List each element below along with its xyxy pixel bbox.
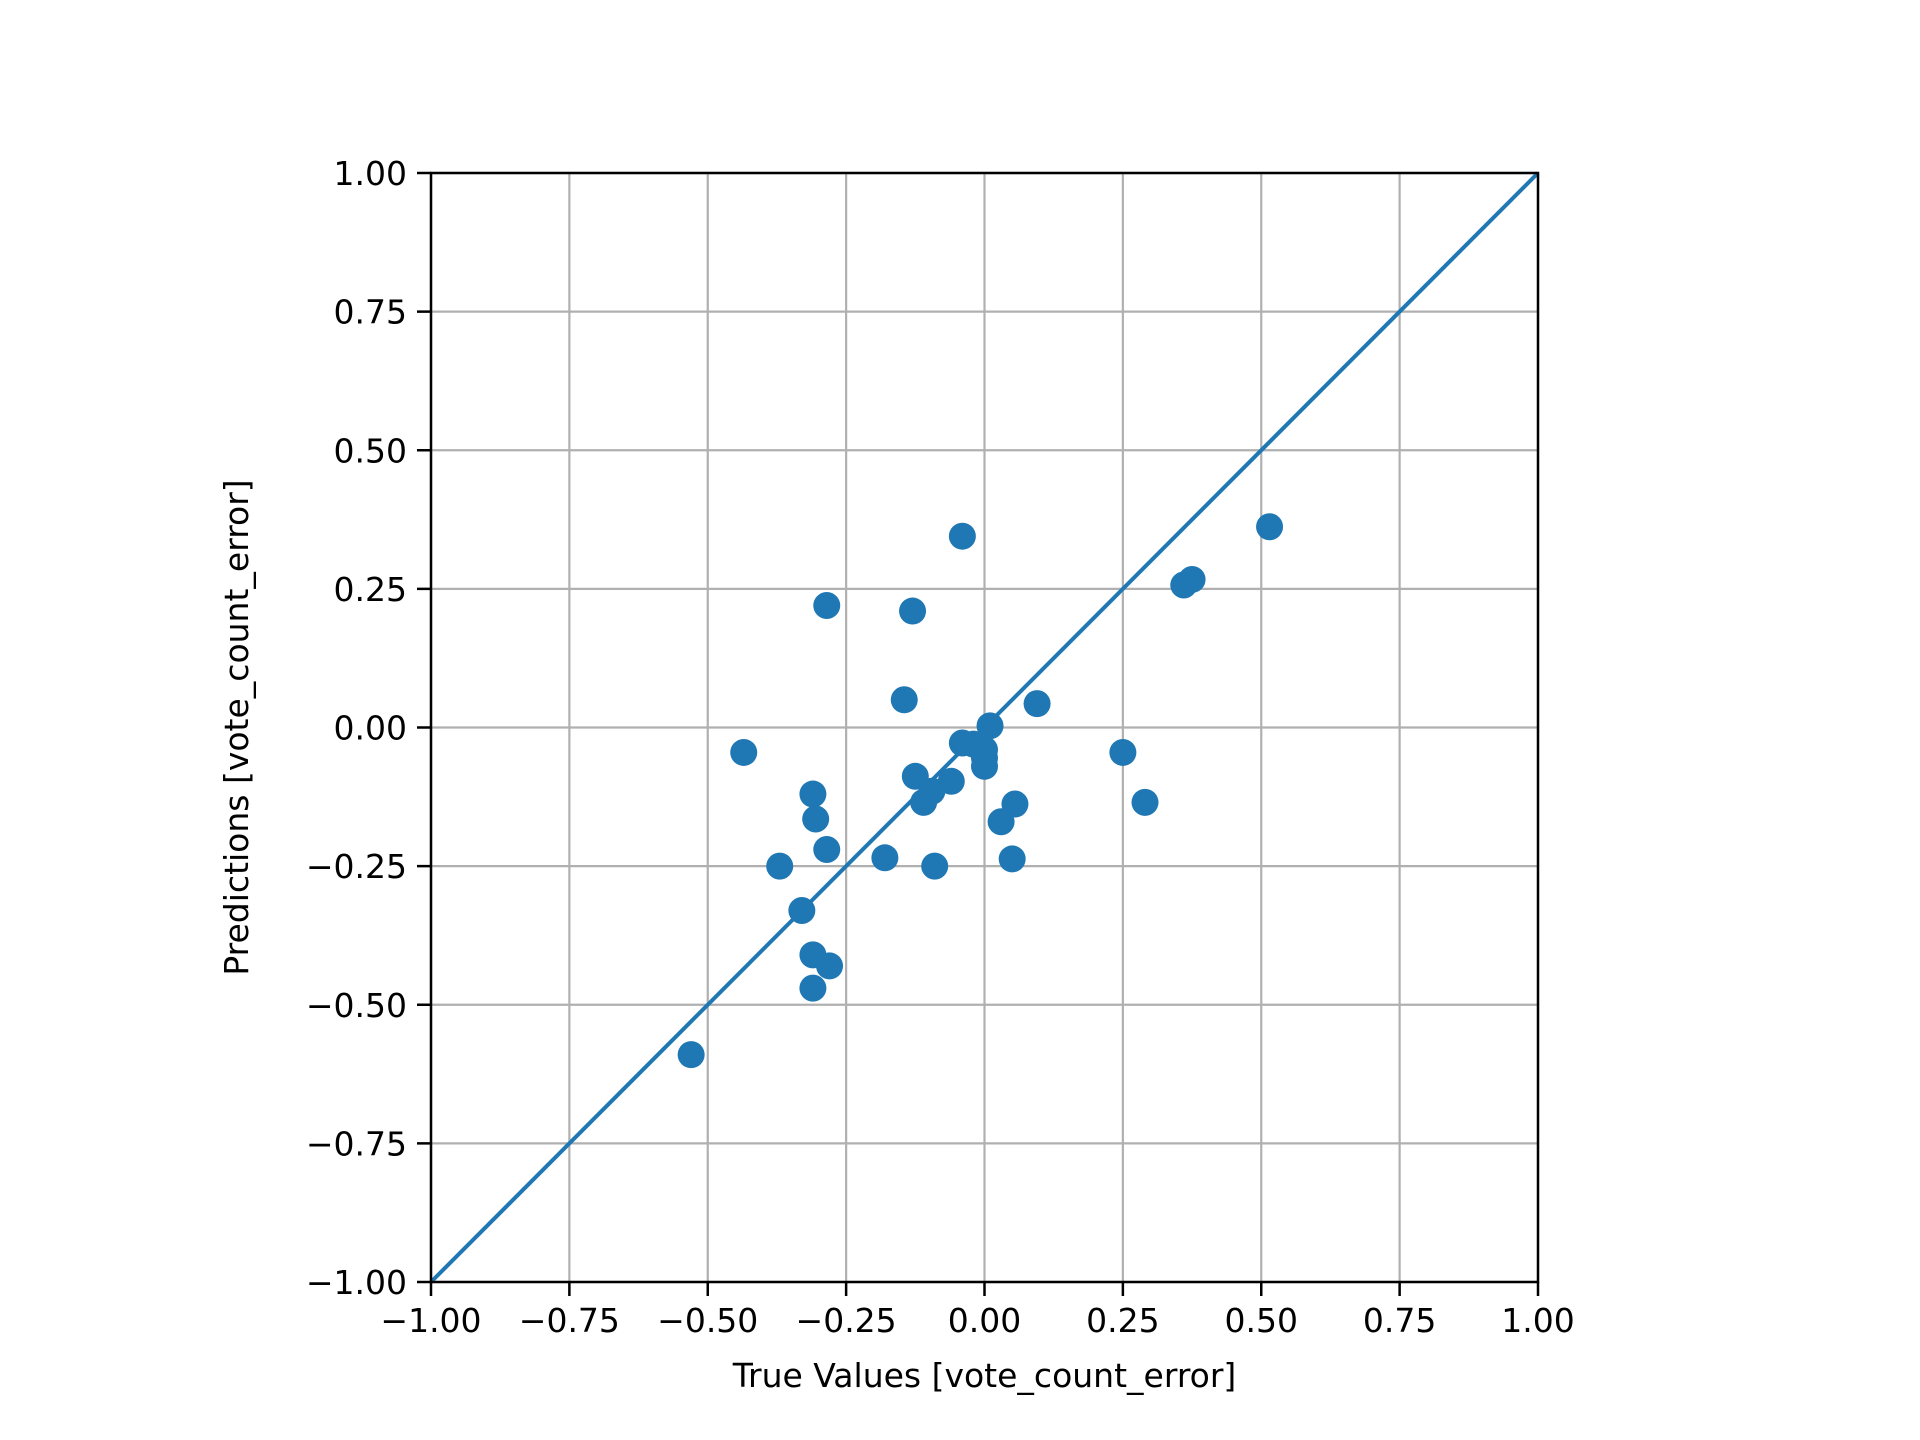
- data-points: [677, 513, 1284, 1069]
- data-point: [998, 845, 1026, 873]
- data-point: [813, 835, 841, 863]
- data-point: [899, 597, 927, 625]
- data-point: [1001, 790, 1029, 818]
- y-tick-label: −0.25: [306, 847, 407, 886]
- y-tick-label: −1.00: [306, 1263, 407, 1302]
- y-tick-label: 0.00: [334, 709, 407, 748]
- y-tick-label: −0.75: [306, 1124, 407, 1163]
- data-point: [871, 844, 899, 872]
- x-tick-label: −0.25: [796, 1301, 897, 1340]
- data-point: [788, 896, 816, 924]
- y-tick-label: 0.50: [334, 431, 407, 470]
- x-tick-label: 0.50: [1225, 1301, 1298, 1340]
- x-axis-label: True Values [vote_count_error]: [732, 1356, 1237, 1395]
- y-tick-label: −0.50: [306, 986, 407, 1025]
- y-axis-ticks: −1.00 −0.75 −0.50 −0.25 0.00 0.25 0.50 0.75 1.00: [306, 154, 431, 1302]
- data-point: [1109, 738, 1137, 766]
- data-point: [971, 752, 998, 780]
- y-tick-label: 0.75: [334, 293, 407, 332]
- data-point: [799, 780, 827, 808]
- x-tick-label: −0.50: [657, 1301, 758, 1340]
- data-point: [766, 852, 794, 880]
- x-tick-label: −1.00: [380, 1301, 481, 1340]
- data-point: [1131, 788, 1159, 816]
- data-point: [816, 952, 844, 980]
- y-tick-label: 1.00: [334, 154, 407, 193]
- data-point: [890, 686, 918, 714]
- y-tick-label: 0.25: [334, 570, 407, 609]
- x-tick-label: 0.25: [1086, 1301, 1159, 1340]
- x-tick-label: −0.75: [519, 1301, 620, 1340]
- y-axis-label: Predictions [vote_count_error]: [217, 479, 256, 975]
- x-tick-label: 0.75: [1363, 1301, 1436, 1340]
- data-point: [976, 712, 1004, 740]
- data-point: [1178, 565, 1206, 593]
- data-point: [921, 852, 949, 880]
- data-point: [799, 974, 827, 1002]
- data-point: [802, 805, 830, 833]
- x-tick-label: 1.00: [1501, 1301, 1574, 1340]
- data-point: [813, 592, 841, 620]
- data-point: [677, 1041, 705, 1069]
- data-point: [948, 522, 976, 550]
- data-point: [730, 738, 758, 766]
- x-axis-ticks: −1.00 −0.75 −0.50 −0.25 0.00 0.25 0.50 0.75 1.00: [380, 1282, 1575, 1340]
- x-tick-label: 0.00: [948, 1301, 1021, 1340]
- data-point: [1256, 513, 1284, 541]
- data-point: [937, 767, 965, 795]
- data-point: [1023, 690, 1051, 718]
